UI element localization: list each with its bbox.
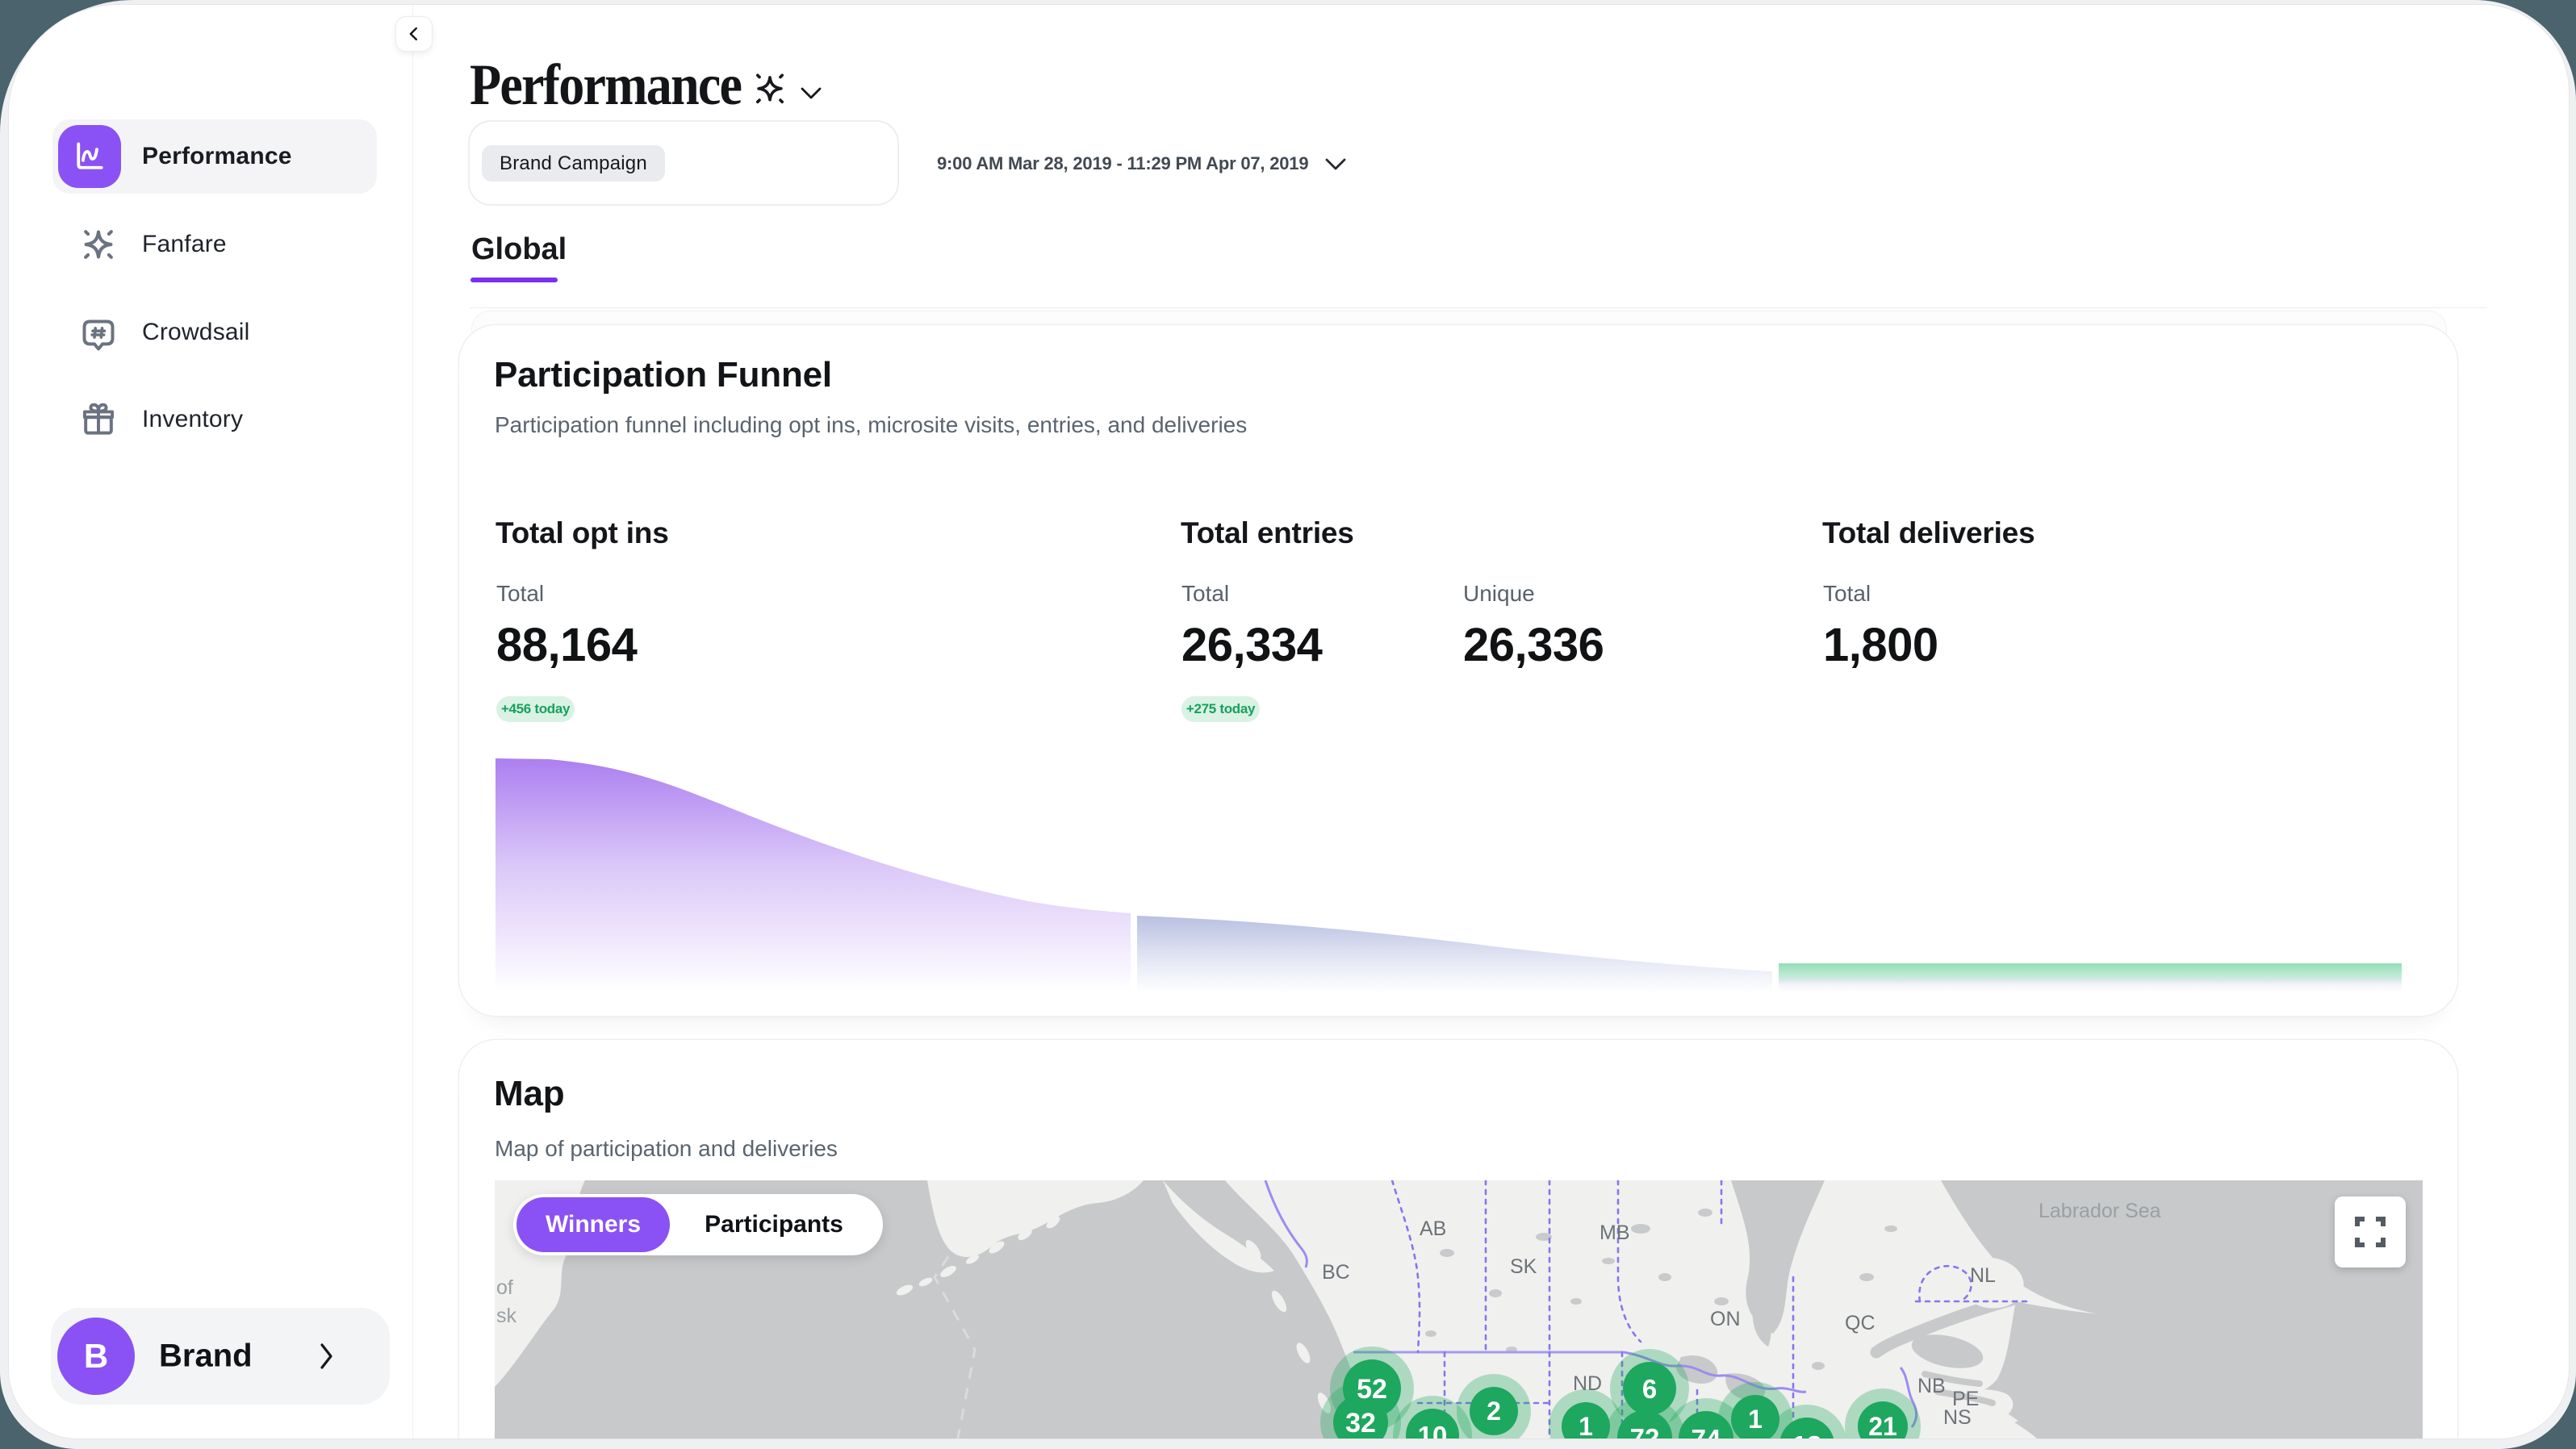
svg-text:2: 2 <box>1487 1397 1501 1426</box>
svg-text:PE: PE <box>1952 1388 1979 1410</box>
svg-text:sk: sk <box>496 1305 517 1327</box>
svg-text:NB: NB <box>1917 1375 1946 1397</box>
svg-text:MB: MB <box>1600 1221 1630 1244</box>
svg-text:BC: BC <box>1322 1261 1350 1284</box>
svg-text:72: 72 <box>1630 1423 1660 1439</box>
svg-text:32: 32 <box>1345 1408 1376 1439</box>
svg-text:NS: NS <box>1943 1406 1972 1429</box>
svg-text:18: 18 <box>1792 1430 1822 1439</box>
svg-text:6: 6 <box>1642 1374 1657 1404</box>
svg-text:WY: WY <box>1501 1435 1534 1439</box>
svg-text:10: 10 <box>1418 1421 1448 1439</box>
svg-text:of: of <box>496 1276 513 1299</box>
svg-text:74: 74 <box>1692 1424 1721 1439</box>
svg-text:QC: QC <box>1845 1312 1876 1334</box>
svg-text:ND: ND <box>1573 1372 1602 1395</box>
svg-text:52: 52 <box>1357 1374 1387 1405</box>
svg-text:SK: SK <box>1510 1255 1537 1278</box>
svg-text:AB: AB <box>1420 1217 1446 1240</box>
svg-text:ON: ON <box>1710 1308 1741 1330</box>
svg-text:1: 1 <box>1579 1412 1593 1439</box>
svg-text:1: 1 <box>1748 1405 1763 1434</box>
svg-text:NL: NL <box>1970 1264 1996 1287</box>
svg-text:Labrador Sea: Labrador Sea <box>2039 1200 2161 1222</box>
svg-text:21: 21 <box>1868 1412 1897 1439</box>
